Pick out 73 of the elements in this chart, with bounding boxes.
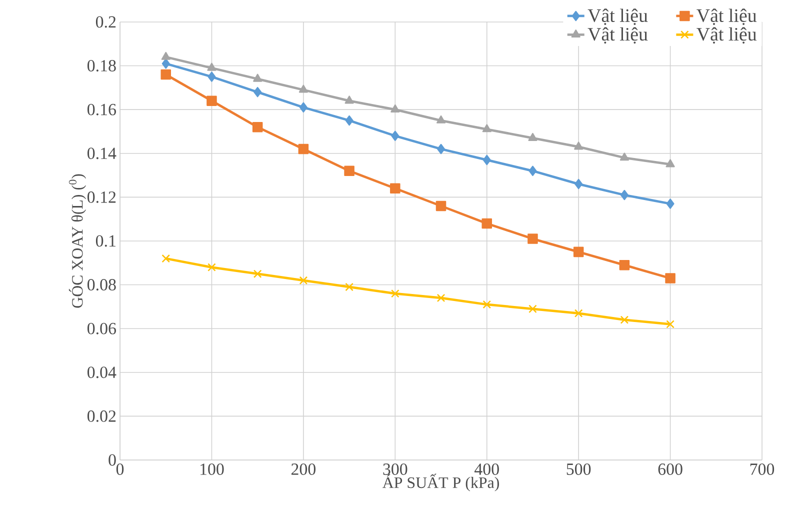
y-tick-label: 0.06 (87, 322, 116, 334)
point (482, 154, 491, 166)
point (528, 304, 537, 314)
y-tick-label: 0.08 (87, 279, 116, 291)
point (162, 58, 170, 69)
y-tick-label: 0.18 (87, 60, 116, 72)
point (390, 104, 400, 112)
point (298, 84, 308, 93)
legend-label: Vật liệu (696, 8, 757, 25)
point (253, 74, 262, 82)
x-tick-label: 0 (116, 464, 124, 475)
point (666, 320, 674, 328)
point (482, 218, 492, 229)
x-tick-label: 400 (474, 464, 499, 475)
y-tick-label: 0.16 (87, 104, 116, 116)
point (390, 183, 400, 194)
point (436, 144, 446, 154)
point (620, 152, 629, 161)
point (482, 124, 492, 132)
point (345, 115, 354, 126)
x-tick-label: 100 (200, 464, 224, 475)
point (436, 115, 446, 124)
x-tick-label: 300 (383, 464, 408, 475)
y-tick-label: 0.2 (96, 16, 116, 28)
point (482, 300, 492, 309)
point (345, 282, 354, 292)
point (620, 190, 628, 200)
point (390, 289, 400, 298)
point (162, 254, 170, 263)
point (528, 166, 537, 176)
point (665, 273, 676, 284)
x-tick-label: 200 (291, 464, 316, 475)
point (344, 166, 354, 176)
point (207, 62, 216, 71)
point (573, 246, 584, 258)
point (574, 178, 583, 190)
point (160, 69, 171, 80)
point (298, 144, 309, 154)
point (574, 142, 584, 150)
point (619, 260, 630, 270)
point (208, 263, 216, 272)
point (161, 52, 170, 60)
point (528, 132, 538, 141)
y-tick-label: 0.04 (87, 366, 116, 378)
legend-label: Vật liệu (696, 27, 757, 44)
x-tick-label: 600 (658, 464, 682, 475)
point (620, 316, 629, 324)
point (206, 96, 217, 106)
point (391, 130, 400, 141)
point (208, 72, 216, 82)
point (299, 276, 308, 285)
point (528, 234, 538, 244)
point (436, 294, 446, 302)
point (253, 270, 262, 278)
legend-label: Vật liệu (588, 8, 648, 25)
point (299, 102, 308, 113)
point (252, 122, 263, 132)
x-axis-title: ÁP SUẤT P (kPa) (382, 474, 499, 492)
point (344, 96, 354, 104)
y-axis-title: GÓC XOAY θ(L) ($^{0}$) (68, 174, 86, 308)
point (666, 159, 675, 168)
point (436, 200, 446, 212)
legend-label: Vật liệu (588, 27, 648, 44)
y-tick-label: 0.12 (87, 191, 116, 203)
point (254, 86, 262, 98)
x-tick-label: 700 (750, 464, 774, 475)
y-tick-label: 0.1 (96, 235, 116, 247)
point (574, 309, 583, 318)
y-tick-label: 0.14 (87, 148, 116, 160)
y-tick-label: 0 (108, 454, 116, 466)
x-tick-label: 500 (566, 464, 591, 475)
point (666, 198, 674, 209)
y-tick-label: 0.02 (87, 410, 116, 422)
